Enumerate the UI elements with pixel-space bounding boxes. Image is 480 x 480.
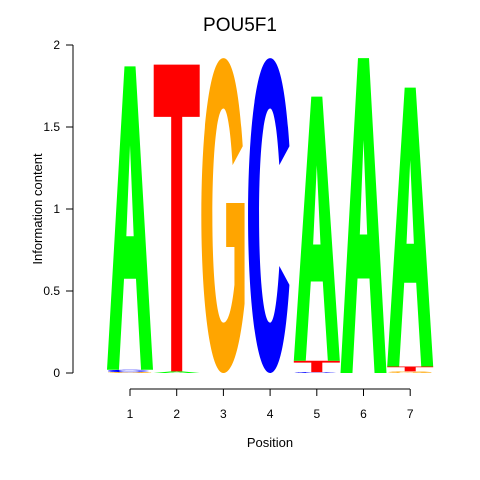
x-tick-label: 5	[313, 407, 320, 421]
logo-letter-c	[248, 58, 290, 374]
x-tick-label: 3	[220, 407, 227, 421]
logo-letter-a	[340, 58, 387, 374]
logo-stack-position-7	[387, 87, 434, 373]
y-axis-ticks: 0 0.5 1 1.5 2	[43, 38, 73, 380]
x-tick-label: 4	[267, 407, 274, 421]
logo-letter-t	[387, 366, 434, 372]
logo-letter-a	[293, 96, 340, 361]
logo-stacks	[107, 58, 434, 374]
logo-stack-position-6	[340, 58, 387, 374]
y-tick-label: 0	[53, 366, 60, 380]
logo-stack-position-2	[153, 64, 200, 373]
x-tick-label: 2	[173, 407, 180, 421]
logo-letter-c	[294, 372, 337, 373]
logo-stack-position-5	[293, 96, 340, 373]
x-tick-label: 7	[407, 407, 414, 421]
logo-letter-t	[153, 64, 200, 372]
logo-letter-c	[107, 369, 150, 373]
logo-letter-g	[201, 58, 245, 374]
chart-title: POU5F1	[203, 15, 277, 36]
logo-letter-t	[293, 360, 340, 373]
logo-letter-g	[388, 371, 432, 373]
x-axis-ticks: 1 2 3 4 5 6 7	[127, 389, 414, 421]
x-tick-label: 1	[127, 407, 134, 421]
y-tick-label: 2	[53, 38, 60, 52]
logo-letter-a	[107, 66, 153, 370]
logo-stack-position-4	[248, 58, 290, 374]
y-tick-label: 1	[53, 202, 60, 216]
y-tick-label: 0.5	[43, 284, 60, 298]
logo-letter-a	[387, 87, 434, 367]
y-axis-label: Information content	[30, 153, 45, 265]
x-axis-label: Position	[247, 435, 293, 450]
x-tick-label: 6	[360, 407, 367, 421]
logo-stack-position-3	[201, 58, 245, 374]
y-tick-label: 1.5	[43, 120, 60, 134]
logo-letter-g	[107, 372, 152, 373]
logo-letter-a	[153, 371, 200, 373]
logo-stack-position-1	[107, 66, 153, 373]
